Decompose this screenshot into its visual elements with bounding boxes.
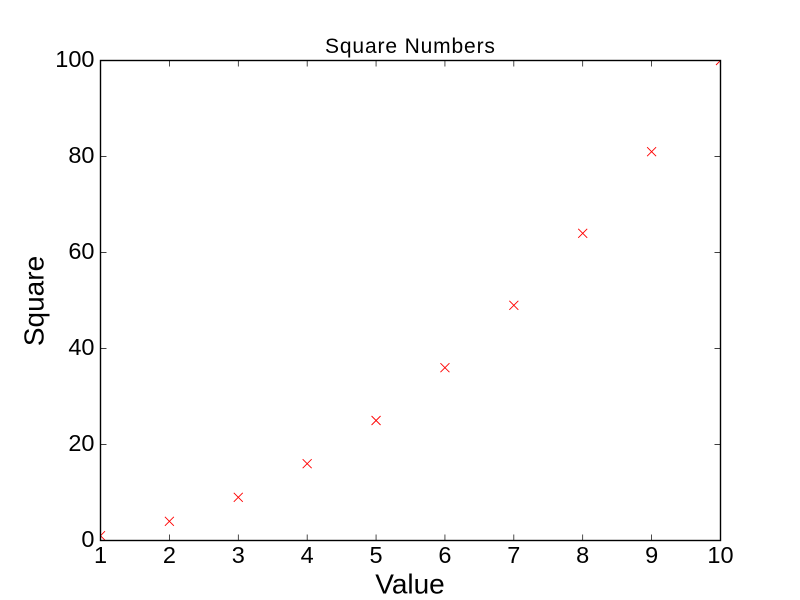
svg-text:3: 3	[232, 542, 245, 568]
svg-text:5: 5	[370, 542, 383, 568]
svg-text:Square: Square	[18, 256, 49, 346]
svg-text:Value: Value	[375, 569, 445, 600]
svg-text:2: 2	[163, 542, 176, 568]
svg-text:Square Numbers: Square Numbers	[325, 35, 496, 58]
svg-text:0: 0	[81, 526, 94, 552]
svg-text:1: 1	[94, 542, 107, 568]
svg-text:9: 9	[645, 542, 658, 568]
svg-text:40: 40	[68, 334, 94, 360]
svg-text:6: 6	[438, 542, 451, 568]
svg-text:7: 7	[507, 542, 520, 568]
svg-text:100: 100	[55, 46, 94, 72]
svg-text:8: 8	[576, 542, 589, 568]
svg-text:10: 10	[707, 542, 733, 568]
svg-text:4: 4	[301, 542, 314, 568]
svg-text:20: 20	[68, 430, 94, 456]
svg-text:80: 80	[68, 142, 94, 168]
svg-text:60: 60	[68, 238, 94, 264]
